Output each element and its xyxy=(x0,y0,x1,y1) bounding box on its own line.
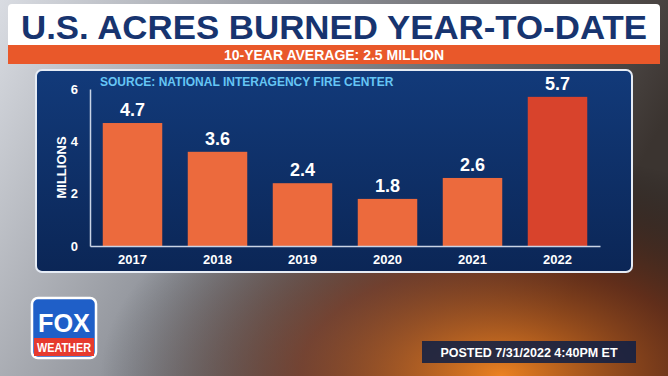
posted-box xyxy=(422,341,636,363)
x-tick: 2021 xyxy=(458,246,487,267)
data-label: 2.6 xyxy=(460,155,485,175)
x-tick: 2022 xyxy=(543,246,572,267)
data-label: 5.7 xyxy=(545,74,570,94)
x-axis: 2017 2018 2019 2020 2021 2022 xyxy=(91,246,601,267)
bars xyxy=(103,97,588,246)
subtitle-strip xyxy=(8,45,660,64)
x-axis-line xyxy=(91,246,601,248)
data-label: 3.6 xyxy=(205,129,230,149)
subtitle: 10-YEAR AVERAGE: 2.5 MILLION xyxy=(224,47,444,63)
bar xyxy=(358,199,418,246)
title: U.S. ACRES BURNED YEAR-TO-DATE xyxy=(21,9,647,46)
chart-panel xyxy=(36,70,632,272)
x-tick: 2020 xyxy=(373,246,402,267)
y-tick: 4 xyxy=(71,134,90,149)
y-tick-label: 2 xyxy=(71,186,78,201)
logo-subtext: WEATHER xyxy=(37,341,91,355)
chart: U.S. ACRES BURNED YEAR-TO-DATE10-YEAR AV… xyxy=(0,0,668,376)
y-axis: 0 2 4 6 xyxy=(71,82,91,254)
bar xyxy=(443,178,503,246)
background-fire xyxy=(0,0,668,376)
x-tick-label: 2020 xyxy=(373,252,402,267)
bar xyxy=(103,123,163,246)
data-label: 4.7 xyxy=(120,100,145,120)
x-tick-label: 2019 xyxy=(288,252,317,267)
x-tick-label: 2018 xyxy=(203,252,232,267)
y-tick: 2 xyxy=(71,186,90,201)
logo-text: FOX xyxy=(38,308,91,338)
data-labels: 4.7 3.6 2.4 1.8 2.6 5.7 xyxy=(120,74,570,196)
y-tick-label: 4 xyxy=(71,134,79,149)
posted-note: POSTED 7/31/2022 4:40PM ET xyxy=(440,346,618,360)
background xyxy=(0,0,668,376)
y-axis-line xyxy=(90,90,92,247)
bar xyxy=(273,183,333,246)
y-tick: 6 xyxy=(71,82,90,97)
x-tick: 2018 xyxy=(203,246,232,267)
x-tick: 2017 xyxy=(118,246,147,267)
x-tick-label: 2017 xyxy=(118,252,147,267)
data-label: 1.8 xyxy=(375,176,400,196)
y-tick-label: 6 xyxy=(71,82,78,97)
logo-strip xyxy=(34,338,94,356)
logo-box xyxy=(32,298,96,358)
source: SOURCE: NATIONAL INTERAGENCY FIRE CENTER xyxy=(100,75,394,89)
title-banner xyxy=(8,4,660,48)
y-axis-title: MILLIONS xyxy=(54,136,69,198)
bar xyxy=(528,97,588,246)
bar xyxy=(188,152,248,246)
x-tick-label: 2021 xyxy=(458,252,487,267)
x-tick: 2019 xyxy=(288,246,317,267)
x-tick-label: 2022 xyxy=(543,252,572,267)
y-tick: 0 xyxy=(71,239,90,254)
y-tick-label: 0 xyxy=(71,239,78,254)
data-label: 2.4 xyxy=(290,160,315,180)
